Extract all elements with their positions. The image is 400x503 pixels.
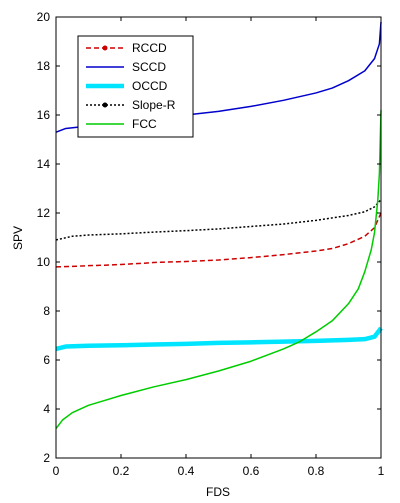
- legend-label-sccd: SCCD: [132, 60, 166, 74]
- axes-box: [55, 16, 382, 459]
- legend: RCCD SCCD OCCD Slope-R FCC: [77, 35, 194, 138]
- x-tick-label: 0.6: [243, 464, 260, 478]
- legend-label-slope-r: Slope-R: [132, 98, 176, 112]
- series-layer: [55, 21, 383, 430]
- y-tick-label: 16: [37, 108, 51, 122]
- y-tick-label: 20: [37, 10, 51, 24]
- x-tick-label: 1: [378, 464, 385, 478]
- series-line-occd: [55, 326, 383, 352]
- x-axis-label: FDS: [206, 485, 230, 499]
- legend-label-fcc: FCC: [132, 117, 157, 131]
- y-tick-label: 4: [43, 402, 50, 416]
- y-tick-label: 10: [37, 255, 51, 269]
- legend-marker-rccd: [102, 45, 108, 51]
- x-tick-label: 0: [53, 464, 60, 478]
- x-tick-label: 0.2: [113, 464, 130, 478]
- y-tick-label: 6: [43, 353, 50, 367]
- y-tick-label: 2: [43, 451, 50, 465]
- series-line-fcc: [55, 110, 382, 430]
- legend-marker-slope-r: [102, 102, 108, 108]
- legend-label-rccd: RCCD: [132, 41, 167, 55]
- y-tick-label: 14: [37, 157, 51, 171]
- y-tick-label: 18: [37, 59, 51, 73]
- x-tick-label: 0.8: [308, 464, 325, 478]
- y-axis-label: SPV: [11, 226, 25, 250]
- series-line-rccd: [55, 212, 382, 268]
- y-tick-label: 8: [43, 304, 50, 318]
- y-tick-label: 12: [37, 206, 51, 220]
- x-tick-label: 0.4: [178, 464, 195, 478]
- legend-label-occd: OCCD: [132, 79, 168, 93]
